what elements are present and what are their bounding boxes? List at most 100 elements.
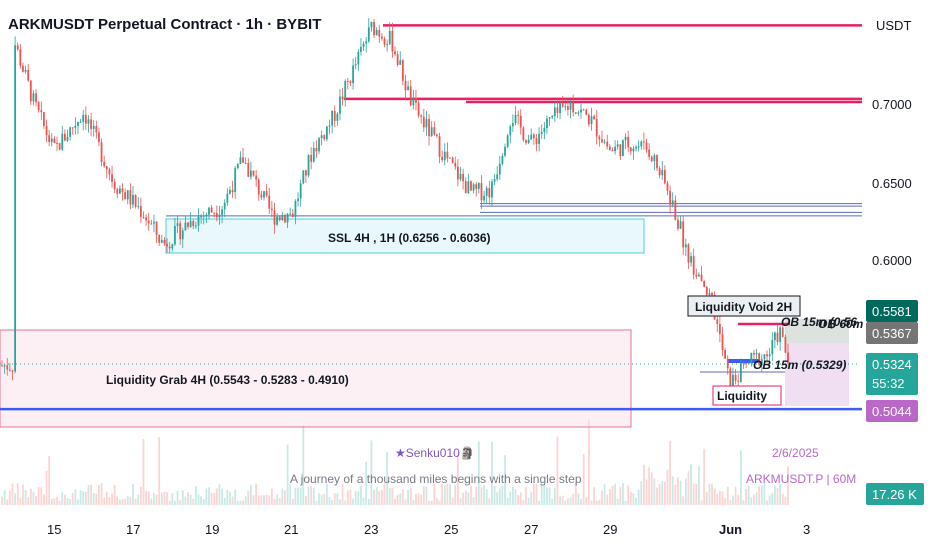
candle-body: [53, 138, 56, 143]
price-tick: 0.7000: [872, 97, 912, 112]
candle-body: [286, 213, 289, 223]
volume-bar: [100, 483, 103, 505]
volume-bar: [260, 495, 263, 505]
candle-body: [679, 221, 682, 229]
volume-bar: [84, 492, 87, 505]
volume-bar: [263, 495, 265, 505]
volume-bar: [627, 485, 630, 505]
candles: [1, 18, 789, 399]
volume-bar: [522, 500, 525, 505]
candle-body: [451, 157, 454, 164]
candle-body: [590, 116, 593, 125]
volume-bar: [745, 488, 747, 505]
volume-bar: [470, 486, 472, 505]
candle-body: [635, 146, 637, 149]
candle-body: [71, 127, 74, 129]
volume-bar: [116, 496, 119, 505]
candle-body: [441, 156, 444, 161]
volume-bar: [742, 500, 745, 505]
candle-body: [548, 117, 551, 119]
candle-body: [593, 116, 596, 120]
price-axis[interactable]: USDT 0.7000 0.6500 0.6000 0.5581 0.5367 …: [866, 18, 924, 505]
candle-body: [360, 46, 362, 52]
candle-body: [574, 112, 577, 114]
volume-bar: [66, 498, 69, 505]
volume-bar: [378, 491, 381, 505]
volume-bar: [637, 489, 640, 505]
candle-body: [784, 336, 787, 353]
candle-body: [774, 332, 776, 341]
volume-bar: [433, 483, 436, 505]
volume-bar: [56, 496, 58, 505]
candle-body: [160, 239, 163, 243]
volume-bar: [24, 490, 27, 505]
volume-bar: [540, 485, 543, 505]
candle-body: [470, 181, 472, 191]
candle-body: [580, 109, 582, 113]
volume-bar: [92, 493, 95, 505]
time-axis[interactable]: 15 17 19 21 23 25 27 29 Jun 3: [47, 522, 810, 537]
volume-bar: [226, 489, 229, 505]
candle-body: [614, 146, 616, 152]
volume-bar: [666, 469, 669, 505]
volume-bar: [753, 494, 755, 505]
volume-bar: [787, 466, 789, 505]
candle-body: [716, 319, 719, 325]
volume-bar: [454, 485, 457, 505]
candle-body: [755, 353, 758, 355]
volume-bar: [708, 483, 711, 505]
candle-body: [74, 125, 77, 128]
volume-bar: [595, 500, 598, 505]
candle-body: [454, 163, 457, 167]
volume-bar: [640, 481, 643, 505]
candle-body: [747, 363, 750, 365]
candle-body: [428, 118, 430, 137]
volume-bar: [622, 483, 624, 505]
time-tick: Jun: [719, 522, 742, 537]
candle-body: [543, 128, 546, 133]
volume-bar: [276, 494, 278, 505]
volume-bar: [354, 490, 357, 505]
candle-body: [255, 175, 258, 180]
volume-bar: [373, 489, 375, 505]
volume-bar: [119, 499, 121, 505]
volume-bar: [181, 490, 184, 505]
candle-body: [29, 80, 32, 102]
candle-body: [87, 119, 90, 124]
volume-bar: [504, 455, 506, 505]
candle-body: [698, 274, 700, 277]
candle-body: [753, 352, 755, 355]
volume-bar: [174, 500, 176, 505]
volume-bar: [585, 497, 588, 505]
volume-bar: [763, 483, 766, 505]
volume-bar: [671, 476, 674, 505]
candle-body: [595, 119, 598, 137]
candle-body: [244, 162, 247, 164]
volume-bar: [318, 493, 320, 505]
candle-body: [305, 170, 307, 176]
candle-body: [480, 183, 483, 201]
candle-body: [522, 127, 525, 141]
volume-bar: [29, 488, 32, 505]
volume-bar: [221, 488, 223, 505]
candle-body: [624, 136, 627, 141]
volume-bar: [608, 488, 611, 505]
volume-bar: [8, 490, 11, 505]
candle-body: [200, 216, 203, 218]
volume-bar: [200, 496, 203, 505]
candle-body: [184, 222, 187, 231]
volume-bar: [320, 494, 323, 505]
candle-body: [239, 157, 242, 165]
candle-body: [532, 134, 535, 139]
candle-body: [145, 217, 147, 221]
candle-body: [407, 86, 409, 91]
volume-bar: [755, 492, 758, 505]
candle-body: [318, 138, 320, 152]
volume-bar: [407, 490, 409, 505]
volume-bar: [475, 486, 478, 505]
candle-body: [40, 110, 43, 113]
volume-bar: [768, 495, 771, 505]
candle-body: [276, 216, 278, 225]
